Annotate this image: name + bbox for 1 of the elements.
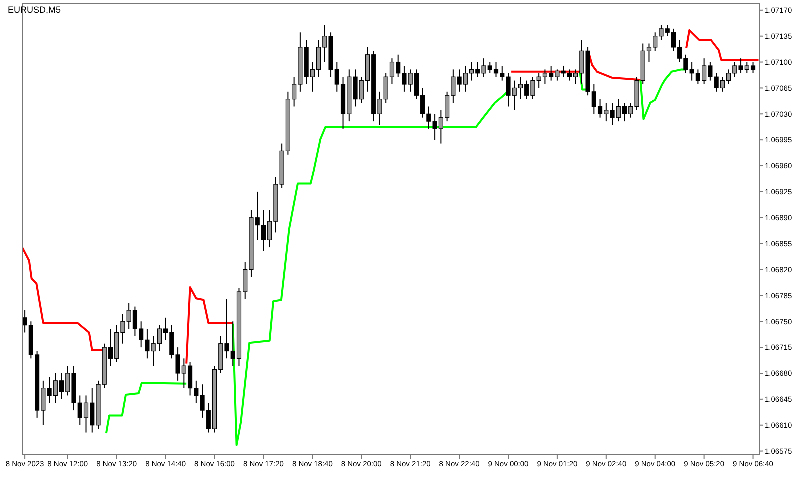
chart-title: EURUSD,M5: [8, 5, 62, 15]
